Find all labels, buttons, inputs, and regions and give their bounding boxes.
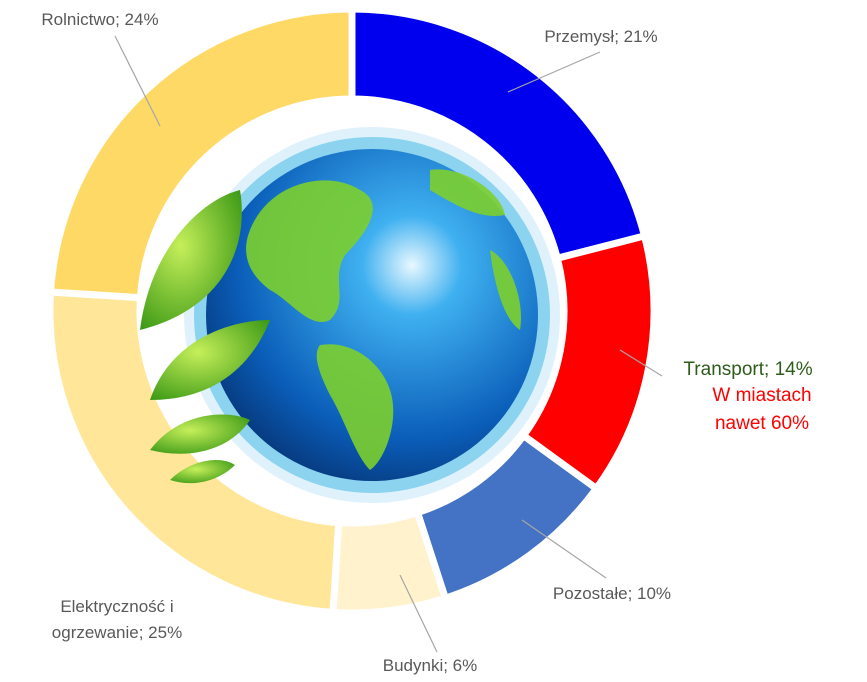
data-label: Rolnictwo; 24% [41, 10, 159, 29]
donut-segment [46, 288, 343, 617]
leader-line [619, 349, 663, 377]
annotation: W miastach nawet 60% [712, 385, 812, 434]
leader-line [114, 35, 161, 127]
donut [46, 5, 658, 617]
leader-line [507, 51, 601, 93]
data-label: Budynki; 6% [382, 656, 478, 675]
data-label: Elektryczność i ogrzewanie; 25% [51, 597, 183, 642]
data-label: Transport; 14% [683, 359, 813, 380]
donut-segment [46, 5, 356, 302]
leader-line [521, 519, 607, 579]
leader-line [399, 574, 438, 653]
data-label: Pozostałe; 10% [552, 584, 672, 603]
data-label: Przemysł; 21% [544, 27, 658, 46]
globe-decoration [140, 127, 560, 503]
